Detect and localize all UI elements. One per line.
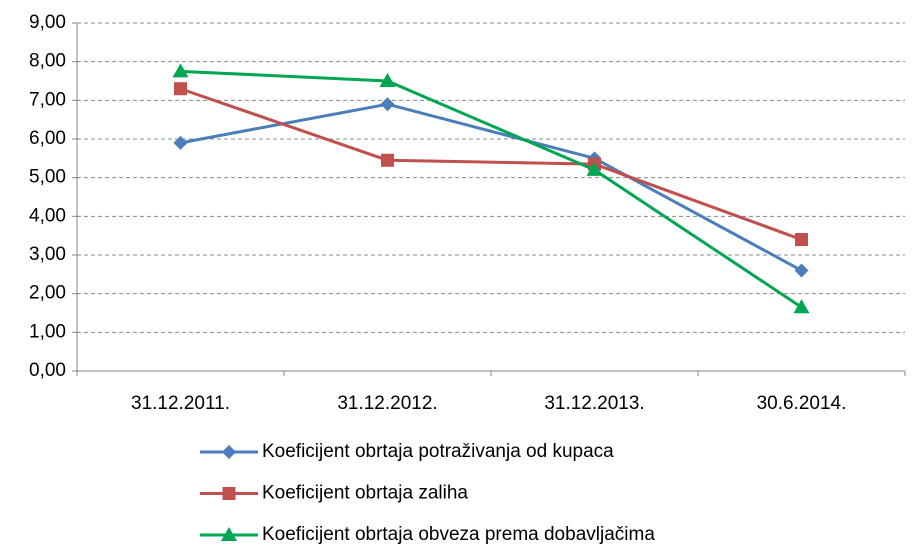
marker <box>586 161 603 176</box>
legend-label: Koeficijent obrtaja obveza prema dobavlj… <box>262 524 655 545</box>
marker <box>173 135 188 150</box>
marker <box>381 153 394 167</box>
x-tick-label: 31.12.2011. <box>131 393 230 414</box>
y-tick-label: 3,00 <box>29 244 66 265</box>
marker <box>380 97 395 112</box>
marker <box>222 487 236 500</box>
y-tick-label: 8,00 <box>29 51 66 72</box>
series-line <box>180 87 803 241</box>
marker <box>174 82 187 96</box>
y-tick-label: 0,00 <box>29 360 66 381</box>
marker <box>222 445 236 459</box>
y-tick-label: 1,00 <box>29 321 66 342</box>
marker <box>221 527 237 541</box>
marker <box>794 263 809 278</box>
y-tick-label: 7,00 <box>29 89 66 110</box>
legend-label: Koeficijent obrtaja zaliha <box>262 483 468 504</box>
y-tick-label: 6,00 <box>29 128 66 149</box>
x-tick-label: 31.12.2012. <box>337 393 437 414</box>
y-tick-label: 9,00 <box>29 12 66 33</box>
x-tick-label: 30.6.2014. <box>757 393 847 414</box>
x-tick-label: 31.12.2013. <box>544 393 644 414</box>
marker <box>172 63 189 78</box>
marker <box>795 233 808 247</box>
y-tick-label: 2,00 <box>29 283 66 304</box>
marker <box>379 73 396 87</box>
y-tick-label: 5,00 <box>29 167 66 188</box>
legend-label: Koeficijent obrtaja potraživanja od kupa… <box>262 441 614 462</box>
y-tick-label: 4,00 <box>29 205 66 226</box>
series-line <box>180 69 803 309</box>
marker <box>793 299 810 314</box>
